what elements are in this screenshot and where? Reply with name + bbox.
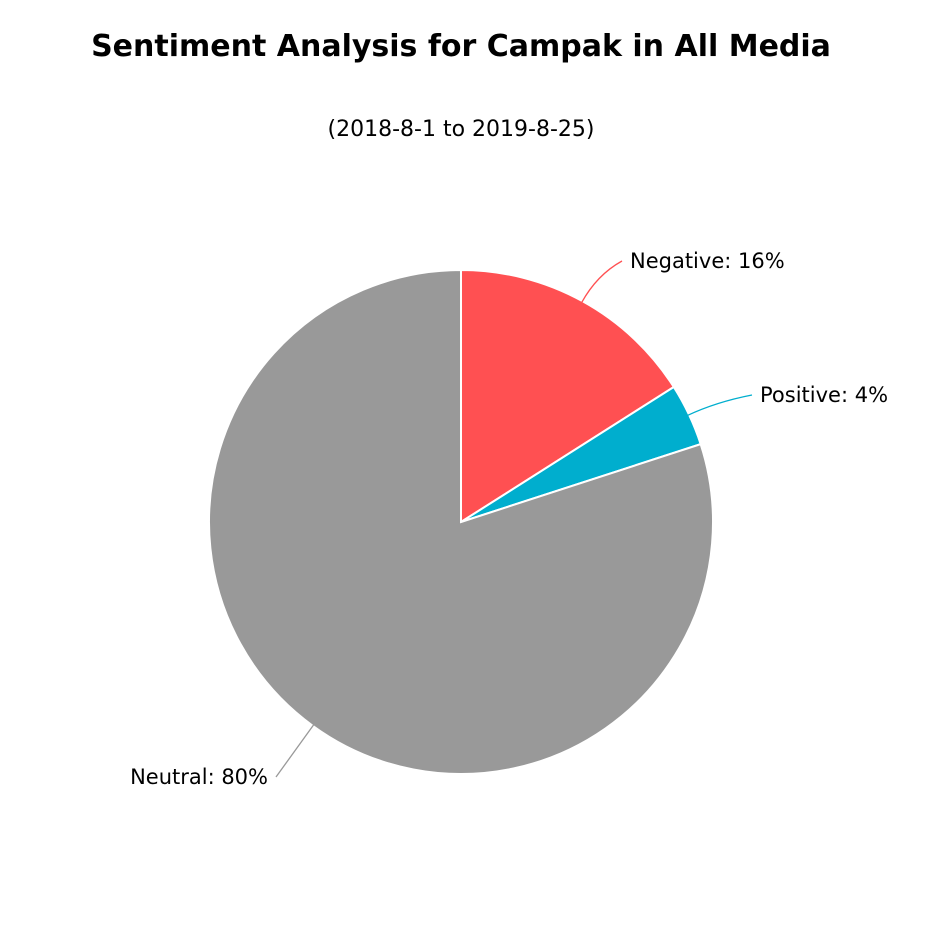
- label-connectors: [275, 260, 753, 778]
- slice-label-negative: Negative: 16%: [630, 249, 785, 273]
- connector-positive: [686, 394, 753, 417]
- connector-neutral: [275, 723, 315, 778]
- slice-labels: Negative: 16% Positive: 4% Neutral: 80%: [130, 249, 888, 789]
- connector-negative: [580, 260, 623, 304]
- chart-title: Sentiment Analysis for Campak in All Med…: [91, 29, 831, 64]
- slice-label-positive: Positive: 4%: [760, 383, 888, 407]
- chart-subtitle: (2018-8-1 to 2019-8-25): [328, 117, 595, 142]
- pie-slices: [208, 268, 715, 775]
- slice-label-neutral: Neutral: 80%: [130, 765, 268, 789]
